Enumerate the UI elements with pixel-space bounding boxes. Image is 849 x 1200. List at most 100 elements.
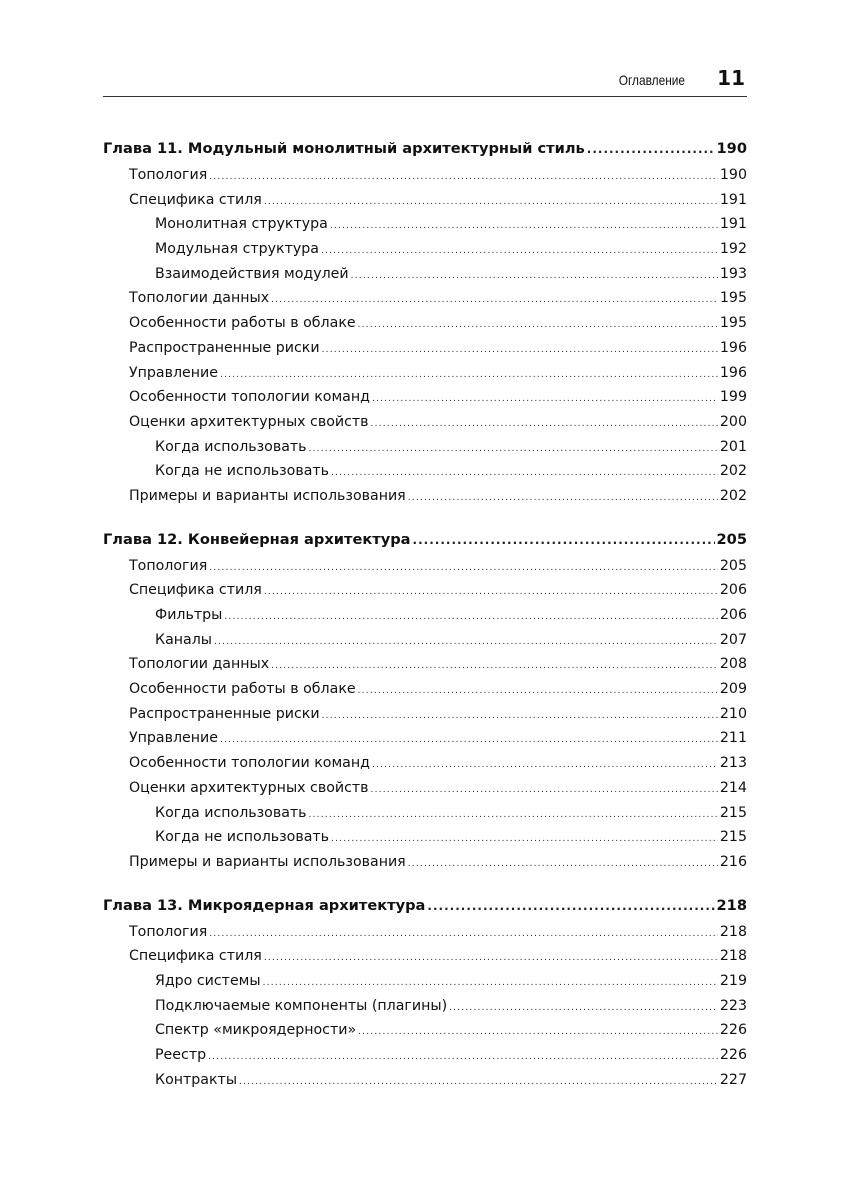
toc-entry-title: Особенности топологии команд xyxy=(129,755,370,772)
toc-entry-title: Каналы xyxy=(155,631,213,648)
toc-entry-title: Когда использовать xyxy=(155,804,307,821)
toc-entry-title: Специфика стиля xyxy=(129,948,262,965)
toc-entry-page: 216 xyxy=(719,853,747,870)
dot-leader xyxy=(413,528,715,553)
toc-entry[interactable]: Топология 205 xyxy=(103,554,747,579)
toc-entry[interactable]: Спектр «микроядерности» 226 xyxy=(103,1018,747,1043)
toc-entry-title: Фильтры xyxy=(155,607,223,623)
toc-entry[interactable]: Когда не использовать 215 xyxy=(103,825,747,850)
dot-leader xyxy=(321,239,718,264)
dot-leader xyxy=(309,803,718,828)
toc-entry-title: Когда не использовать xyxy=(155,829,330,846)
toc-entry[interactable]: Топология 218 xyxy=(103,920,747,945)
dot-leader xyxy=(271,288,718,313)
dot-leader xyxy=(330,214,718,239)
toc-entry[interactable]: Взаимодействия модулей 193 xyxy=(103,262,747,287)
toc-entry[interactable]: Подключаемые компоненты (плагины) 223 xyxy=(103,994,747,1019)
toc-entry-page: 210 xyxy=(719,705,747,722)
dot-leader xyxy=(309,437,718,462)
toc-entry-title: Глава 13. Микроядерная архитектура xyxy=(103,896,426,914)
toc-entry-title: Оценки архитектурных свойств xyxy=(129,779,369,796)
toc-entry-title: Оценки архитектурных свойств xyxy=(129,413,369,430)
toc-entry-page: 226 xyxy=(719,1022,747,1039)
toc-entry[interactable]: Особенности работы в облаке 209 xyxy=(103,677,747,702)
toc-entry-page: 191 xyxy=(719,191,747,208)
toc-entry-page: 205 xyxy=(719,557,747,574)
dot-leader xyxy=(239,1070,718,1095)
dot-leader xyxy=(351,264,718,289)
toc-entry[interactable]: Управление 211 xyxy=(103,726,747,751)
toc-entry-page: 207 xyxy=(719,631,747,648)
toc-entry-title: Особенности работы в облаке xyxy=(129,315,356,332)
toc-entry[interactable]: Управление 196 xyxy=(103,361,747,386)
toc-entry-title: Примеры и варианты использования xyxy=(129,853,406,870)
toc-entry-title: Подключаемые компоненты (плагины) xyxy=(155,997,448,1014)
toc-entry-title: Глава 11. Модульный монолитный архитекту… xyxy=(103,140,585,157)
toc-entry-title: Управление xyxy=(129,730,219,747)
dot-leader xyxy=(358,679,718,704)
dot-leader xyxy=(271,654,718,679)
running-header: Оглавление 11 xyxy=(103,66,747,97)
toc-entry[interactable]: Особенности топологии команд 213 xyxy=(103,751,747,776)
dot-leader xyxy=(331,827,718,852)
toc-entry[interactable]: Когда использовать 215 xyxy=(103,801,747,826)
toc-entry-page: 215 xyxy=(719,829,747,846)
toc-chapter-entry[interactable]: Глава 12. Конвейерная архитектура 205 xyxy=(103,528,747,554)
toc-entry[interactable]: Когда использовать 201 xyxy=(103,435,747,460)
dot-leader xyxy=(224,605,718,630)
toc-entry[interactable]: Оценки архитектурных свойств 200 xyxy=(103,410,747,435)
toc-entry-title: Примеры и варианты использования xyxy=(129,487,406,504)
toc-entry-page: 223 xyxy=(719,997,747,1014)
toc-entry[interactable]: Контракты 227 xyxy=(103,1068,747,1093)
toc-entry[interactable]: Топологии данных 195 xyxy=(103,286,747,311)
toc-entry-title: Модульная структура xyxy=(155,241,319,258)
toc-entry-title: Особенности топологии команд xyxy=(129,389,370,406)
toc-entry[interactable]: Специфика стиля 206 xyxy=(103,578,747,603)
dot-leader xyxy=(358,1020,718,1045)
toc-entry[interactable]: Топология 190 xyxy=(103,163,747,188)
toc-entry[interactable]: Распространенные риски 196 xyxy=(103,336,747,361)
toc-entry[interactable]: Примеры и варианты использования 202 xyxy=(103,484,747,509)
toc-entry-page: 209 xyxy=(719,681,747,698)
toc-entry-title: Топология xyxy=(129,923,208,940)
toc-entry[interactable]: Оценки архитектурных свойств 214 xyxy=(103,776,747,801)
toc-chapter-entry[interactable]: Глава 11. Модульный монолитный архитекту… xyxy=(103,137,747,163)
toc-entry-title: Реестр xyxy=(155,1047,207,1063)
toc-entry-page: 201 xyxy=(719,438,747,455)
toc-entry-page: 195 xyxy=(719,315,747,332)
toc-entry[interactable]: Топологии данных 208 xyxy=(103,652,747,677)
toc-entry-page: 208 xyxy=(719,656,747,673)
dot-leader xyxy=(263,971,718,996)
toc-entry[interactable]: Ядро системы 219 xyxy=(103,969,747,994)
toc-entry-page: 205 xyxy=(716,530,747,548)
toc-entry-page: 202 xyxy=(719,487,747,504)
dot-leader xyxy=(209,922,718,947)
toc-entry[interactable]: Монолитная структура 191 xyxy=(103,212,747,237)
page-number: 11 xyxy=(717,66,745,90)
toc-entry[interactable]: Когда не использовать 202 xyxy=(103,459,747,484)
dot-leader xyxy=(408,486,718,511)
toc-entry[interactable]: Примеры и варианты использования 216 xyxy=(103,850,747,875)
toc-entry[interactable]: Специфика стиля 191 xyxy=(103,188,747,213)
dot-leader xyxy=(408,852,718,877)
toc-entry[interactable]: Особенности топологии команд 199 xyxy=(103,385,747,410)
toc-entry-page: 199 xyxy=(719,389,747,406)
toc-entry-page: 218 xyxy=(719,948,747,965)
toc-entry[interactable]: Распространенные риски 210 xyxy=(103,702,747,727)
toc-entry-page: 215 xyxy=(719,804,747,821)
toc-entry[interactable]: Специфика стиля 218 xyxy=(103,944,747,969)
toc-entry[interactable]: Каналы 207 xyxy=(103,628,747,653)
dot-leader xyxy=(372,753,718,778)
toc-entry-title: Управление xyxy=(129,364,219,381)
dot-leader xyxy=(371,778,718,803)
toc-entry-page: 190 xyxy=(716,140,747,157)
toc-entry[interactable]: Фильтры 206 xyxy=(103,603,747,628)
toc-entry-page: 202 xyxy=(719,463,747,480)
dot-leader xyxy=(587,137,715,162)
toc-entry[interactable]: Модульная структура 192 xyxy=(103,237,747,262)
toc-entry-title: Взаимодействия модулей xyxy=(155,265,349,282)
toc-chapter-entry[interactable]: Глава 13. Микроядерная архитектура 218 xyxy=(103,894,747,920)
toc-entry[interactable]: Реестр 226 xyxy=(103,1043,747,1068)
running-header-title: Оглавление xyxy=(618,72,685,88)
toc-entry[interactable]: Особенности работы в облаке 195 xyxy=(103,311,747,336)
